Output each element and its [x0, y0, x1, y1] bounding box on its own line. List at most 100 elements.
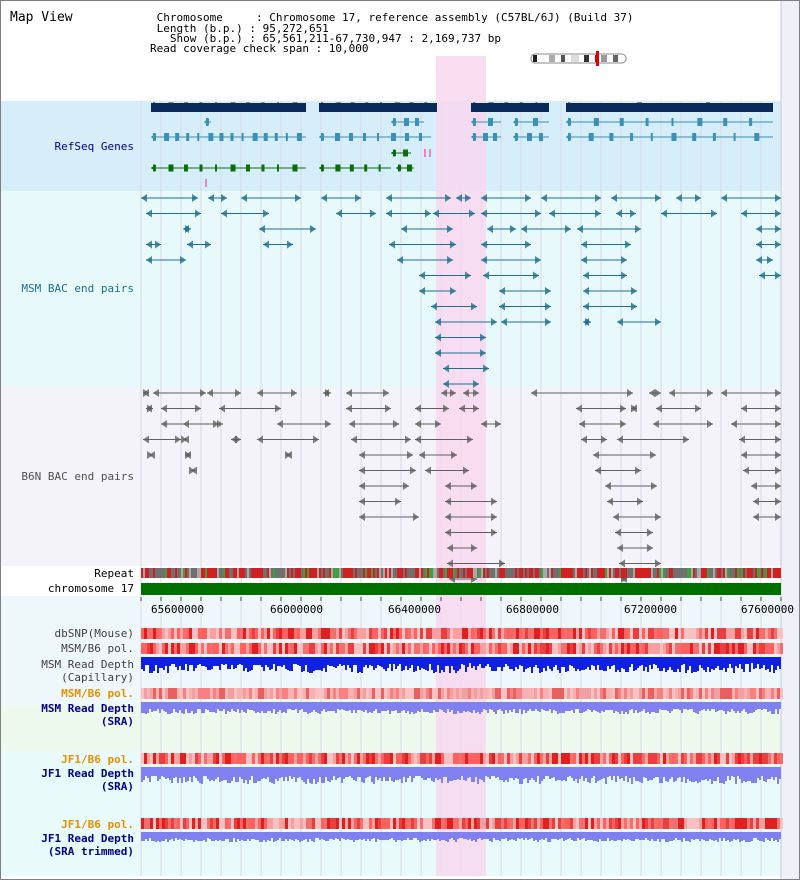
depth-bar	[707, 832, 709, 841]
heat-cell	[477, 688, 480, 699]
heat-cell	[543, 688, 546, 699]
depth-bar	[213, 702, 215, 712]
depth-bar	[483, 832, 485, 839]
repeat-segment	[427, 568, 429, 578]
heat-cell	[444, 753, 447, 764]
bac-end-arrow	[235, 389, 241, 397]
bac-end-arrow	[495, 420, 501, 428]
heat-cell	[141, 643, 144, 654]
depth-bar	[587, 657, 589, 667]
repeat-segment	[345, 568, 347, 578]
gene-exon	[405, 133, 409, 141]
heat-cell	[513, 628, 516, 639]
heat-cell	[675, 753, 678, 764]
depth-bar	[451, 832, 453, 838]
heat-cell	[297, 688, 300, 699]
depth-bar	[309, 767, 311, 783]
heat-cell	[555, 628, 558, 639]
heat-cell	[531, 753, 534, 764]
depth-bar	[261, 657, 263, 667]
heat-cell	[516, 628, 519, 639]
jf1-depth-trim-label[interactable]: JF1 Read Depth	[41, 832, 134, 845]
heat-cell	[543, 628, 546, 639]
repeat-segment	[475, 568, 477, 578]
msm-depth-sra-label[interactable]: MSM Read Depth	[41, 702, 134, 715]
heat-cell	[633, 628, 636, 639]
repeat-segment	[391, 568, 393, 578]
depth-bar	[603, 657, 605, 671]
depth-bar	[651, 702, 653, 712]
msm-b6-pol-label[interactable]: MSM/B6 pol.	[61, 642, 134, 655]
heat-cell	[162, 688, 165, 699]
depth-bar	[579, 702, 581, 713]
depth-bar	[467, 702, 469, 711]
depth-bar	[313, 657, 315, 671]
heat-cell	[387, 818, 390, 829]
jf1-b6-pol-label[interactable]: JF1/B6 pol.	[61, 753, 134, 766]
depth-bar	[647, 832, 649, 840]
depth-bar	[711, 832, 713, 840]
jf1-b6-pol-trim-label[interactable]: JF1/B6 pol.	[61, 818, 134, 831]
repeat-segment	[769, 568, 771, 578]
depth-bar	[235, 767, 237, 782]
depth-bar	[151, 657, 153, 673]
depth-bar	[535, 832, 537, 840]
gene-exon	[415, 118, 419, 126]
depth-bar	[373, 702, 375, 711]
repeat-segment	[285, 568, 287, 578]
depth-bar	[227, 832, 229, 839]
heat-cell	[261, 753, 264, 764]
bac-end-arrow	[487, 225, 493, 233]
depth-bar	[749, 767, 751, 781]
heat-cell	[156, 628, 159, 639]
heat-cell	[516, 688, 519, 699]
depth-bar	[619, 657, 621, 672]
bac-end-arrow	[205, 240, 211, 249]
depth-bar	[285, 702, 287, 713]
heat-cell	[252, 643, 255, 654]
heat-cell	[567, 688, 570, 699]
msm-b6-pol-sra-label[interactable]: MSM/B6 pol.	[61, 687, 134, 700]
heat-cell	[219, 628, 222, 639]
jf1-depth-label[interactable]: JF1 Read Depth	[41, 767, 134, 780]
msm-depth-cap-label[interactable]: MSM Read Depth	[41, 658, 134, 671]
depth-bar	[759, 767, 761, 780]
depth-bar	[641, 702, 643, 711]
heat-cell	[243, 628, 246, 639]
heat-cell	[501, 818, 504, 829]
depth-bar	[685, 832, 687, 841]
repeat-segment	[501, 568, 503, 578]
heat-cell	[249, 688, 252, 699]
depth-bar	[383, 767, 385, 777]
depth-bar	[527, 832, 529, 840]
dbsnp-label[interactable]: dbSNP(Mouse)	[54, 627, 134, 640]
info-show: Show (b.p.) : 65,561,211-67,730,947 : 2,…	[150, 32, 501, 45]
heat-cell	[570, 688, 573, 699]
msm-bac-label[interactable]: MSM BAC end pairs	[21, 282, 134, 295]
heat-cell	[252, 688, 255, 699]
repeat-segment	[491, 568, 493, 578]
gene-exon	[404, 118, 409, 126]
refseq-genes-label[interactable]: RefSeq Genes	[54, 140, 134, 153]
repeat-segment	[725, 568, 727, 578]
heat-cell	[777, 688, 780, 699]
depth-bar	[533, 702, 535, 711]
ideogram-band	[561, 55, 565, 62]
repeat-segment	[627, 568, 629, 578]
b6n-bac-label[interactable]: B6N BAC end pairs	[21, 470, 134, 483]
repeat-segment	[743, 568, 745, 578]
heat-cell	[177, 643, 180, 654]
depth-bar	[455, 767, 457, 780]
depth-bar	[767, 767, 769, 779]
heat-cell	[243, 753, 246, 764]
depth-bar	[503, 702, 505, 714]
depth-bar	[229, 767, 231, 783]
depth-bar	[293, 832, 295, 841]
heat-cell	[630, 753, 633, 764]
depth-bar	[745, 657, 747, 664]
gene-strand-arrow	[319, 102, 324, 112]
depth-bar	[477, 832, 479, 839]
heat-cell	[327, 688, 330, 699]
depth-bar	[323, 832, 325, 840]
